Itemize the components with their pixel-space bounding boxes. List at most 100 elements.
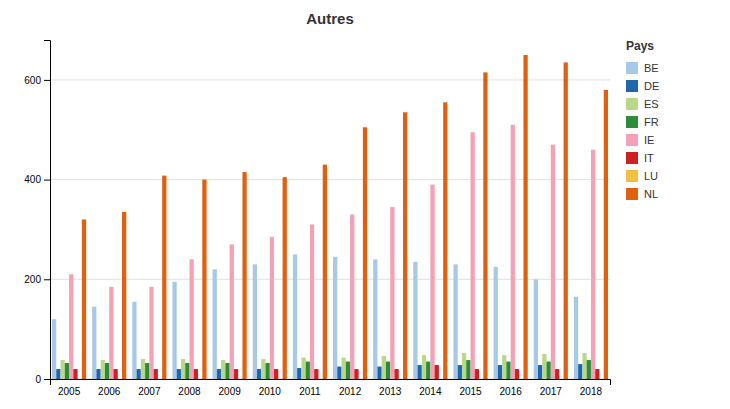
bar [65,363,69,379]
legend-label: LU [644,170,658,182]
tick: 2013 [379,386,402,397]
bar [399,379,403,380]
bar [523,55,527,379]
tick: 2015 [459,386,482,397]
bar [257,369,261,379]
bar [194,369,198,379]
bar [551,145,555,379]
bar [422,355,426,379]
bar [494,267,498,379]
bar [283,177,287,379]
bar [511,125,515,379]
bar [346,362,350,379]
bar [471,132,475,379]
bar [337,367,341,379]
tick-label: 2013 [379,386,402,397]
tick-mark [44,379,50,380]
bar [109,287,113,379]
bar [297,368,301,379]
bar [359,379,363,380]
bar [61,360,65,379]
legend-swatch [626,80,638,92]
bar [466,360,470,379]
tick: 2011 [299,386,321,397]
bar [390,207,394,379]
bar [56,369,60,379]
bar [354,369,358,379]
series [82,55,608,379]
bar [538,365,542,379]
bar [177,369,181,379]
tick: 2017 [540,386,563,397]
bar [559,379,563,380]
bar [185,363,189,379]
legend-label: ES [644,98,659,110]
bar [394,369,398,379]
bar [534,279,538,379]
tick-label: 2011 [299,386,321,397]
tick: 2016 [500,386,523,397]
bar [373,259,377,379]
bar [118,379,122,380]
tick: 600 [24,75,50,86]
legend-swatch [626,62,638,74]
bar [69,274,73,379]
tick: 2008 [178,386,201,397]
legend-label: IT [644,152,654,164]
bar [458,365,462,379]
bar [475,369,479,379]
bar [213,269,217,379]
bars [52,55,608,379]
bar [198,379,202,380]
legend-swatch [626,170,638,182]
bar [323,165,327,379]
bar [132,302,136,379]
bar [430,185,434,379]
tick-label: 2006 [98,386,121,397]
bar [595,369,599,379]
tick-label: 2018 [580,386,603,397]
x-axis: 2005200620072008200920102011201220132014… [51,380,611,398]
plot: 0200400600200520062007200820092010201120… [24,41,610,398]
series [69,125,595,379]
legend-label: FR [644,116,659,128]
bar [462,353,466,379]
bar [266,363,270,379]
tick: 2014 [419,386,442,397]
bar [377,367,381,379]
tick: 2010 [259,386,282,397]
bar [506,362,510,379]
bar [426,362,430,379]
bar [78,379,82,380]
legend-item: BE [626,62,659,74]
bar [310,224,314,379]
bar [555,369,559,379]
tick-label: 2008 [178,386,201,397]
series [73,365,599,379]
bar [498,365,502,379]
tick-label: 2016 [500,386,523,397]
tick: 200 [24,274,50,285]
bar [217,369,221,379]
bar [342,358,346,379]
bar [386,362,390,379]
tick-label: 200 [24,274,41,285]
bar [145,363,149,379]
bar [221,360,225,379]
bar [587,360,591,379]
legend-item: LU [626,170,658,182]
tick-label: 2017 [540,386,563,397]
legend: PaysBEDEESFRIEITLUNL [626,39,659,200]
bar [574,297,578,379]
legend-item: DE [626,80,659,92]
tick: 2018 [580,386,603,397]
bar [162,176,166,379]
bar [418,365,422,379]
bar [443,102,447,379]
bar [453,264,457,379]
tick-mark [44,180,50,181]
chart: Autres0200400600200520062007200820092010… [0,0,730,409]
bar [137,369,141,379]
bar [172,282,176,379]
tick: 2005 [58,386,81,397]
